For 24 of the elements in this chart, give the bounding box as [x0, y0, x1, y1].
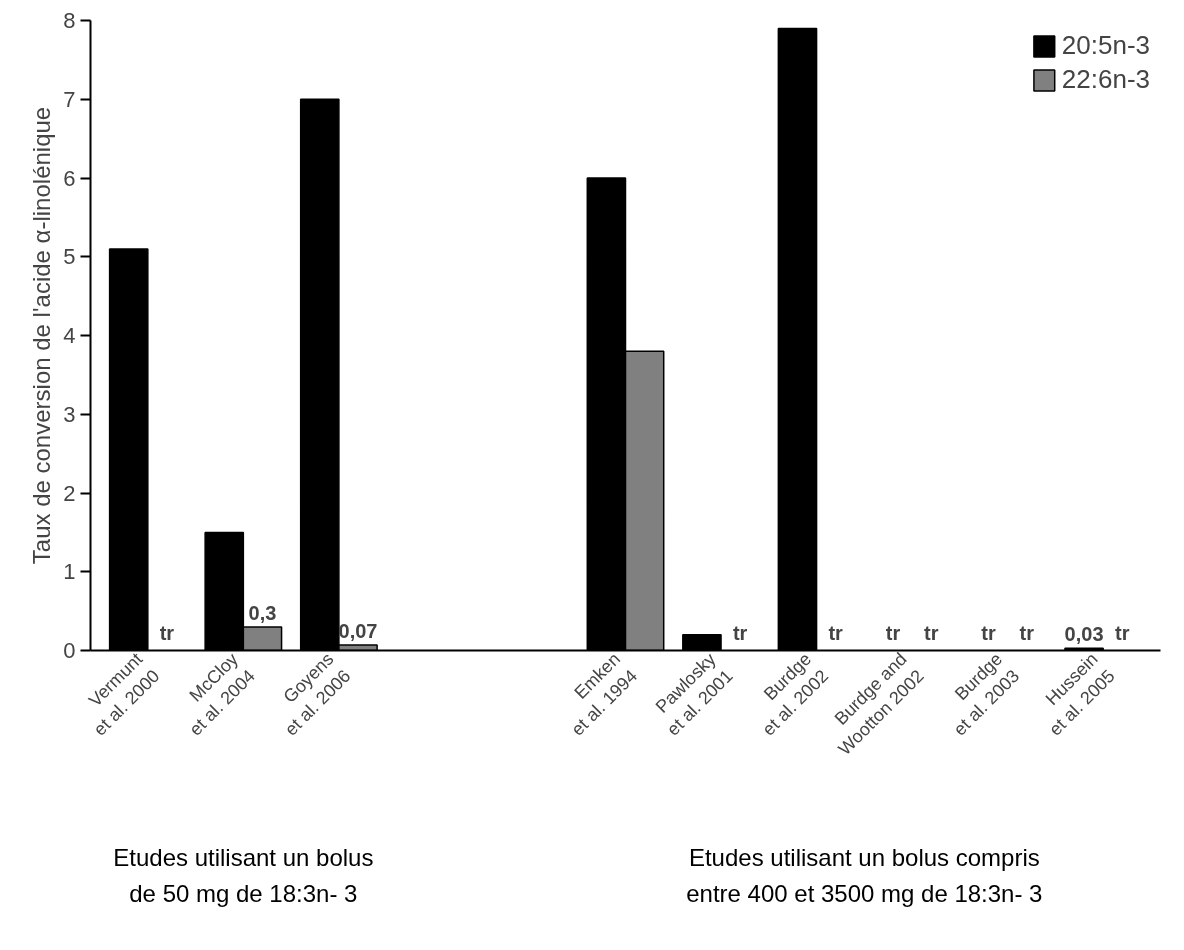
text: tr [1115, 621, 1130, 644]
data-label: 0,3 [248, 601, 277, 624]
y-tick-label: 7 [63, 86, 76, 112]
text: tr [885, 621, 901, 644]
y-tick-label: 4 [63, 323, 76, 348]
y-tick-label: 5 [63, 244, 76, 270]
text: Etudes utilisant un bolus de 50 mg de 18:3n- 3 [113, 844, 374, 907]
y-tick-label: 6 [63, 165, 76, 191]
text: tr [828, 621, 843, 644]
text: Etudes utilisant un bolus compris entre 400 et 3500 mg de 18:3n- 3 [686, 844, 1043, 907]
text: tr [981, 621, 996, 644]
y-tick-label: 0 [63, 638, 76, 663]
legend-label: 20:5n-3 [1061, 30, 1150, 61]
y-tick-label: 1 [63, 559, 76, 585]
text: tr [159, 621, 175, 644]
legend-label: 22:6n-3 [1061, 64, 1150, 95]
text: tr [732, 621, 748, 644]
text: tr [1019, 621, 1034, 644]
y-axis-title: Taux de conversion de l'acide α-linolénique [28, 106, 56, 565]
y-tick-label: 2 [63, 480, 76, 506]
text: tr [923, 621, 939, 644]
data-label: 0,03 [1064, 623, 1104, 646]
y-tick-label: 3 [63, 401, 76, 427]
y-tick-label: 8 [63, 8, 76, 33]
